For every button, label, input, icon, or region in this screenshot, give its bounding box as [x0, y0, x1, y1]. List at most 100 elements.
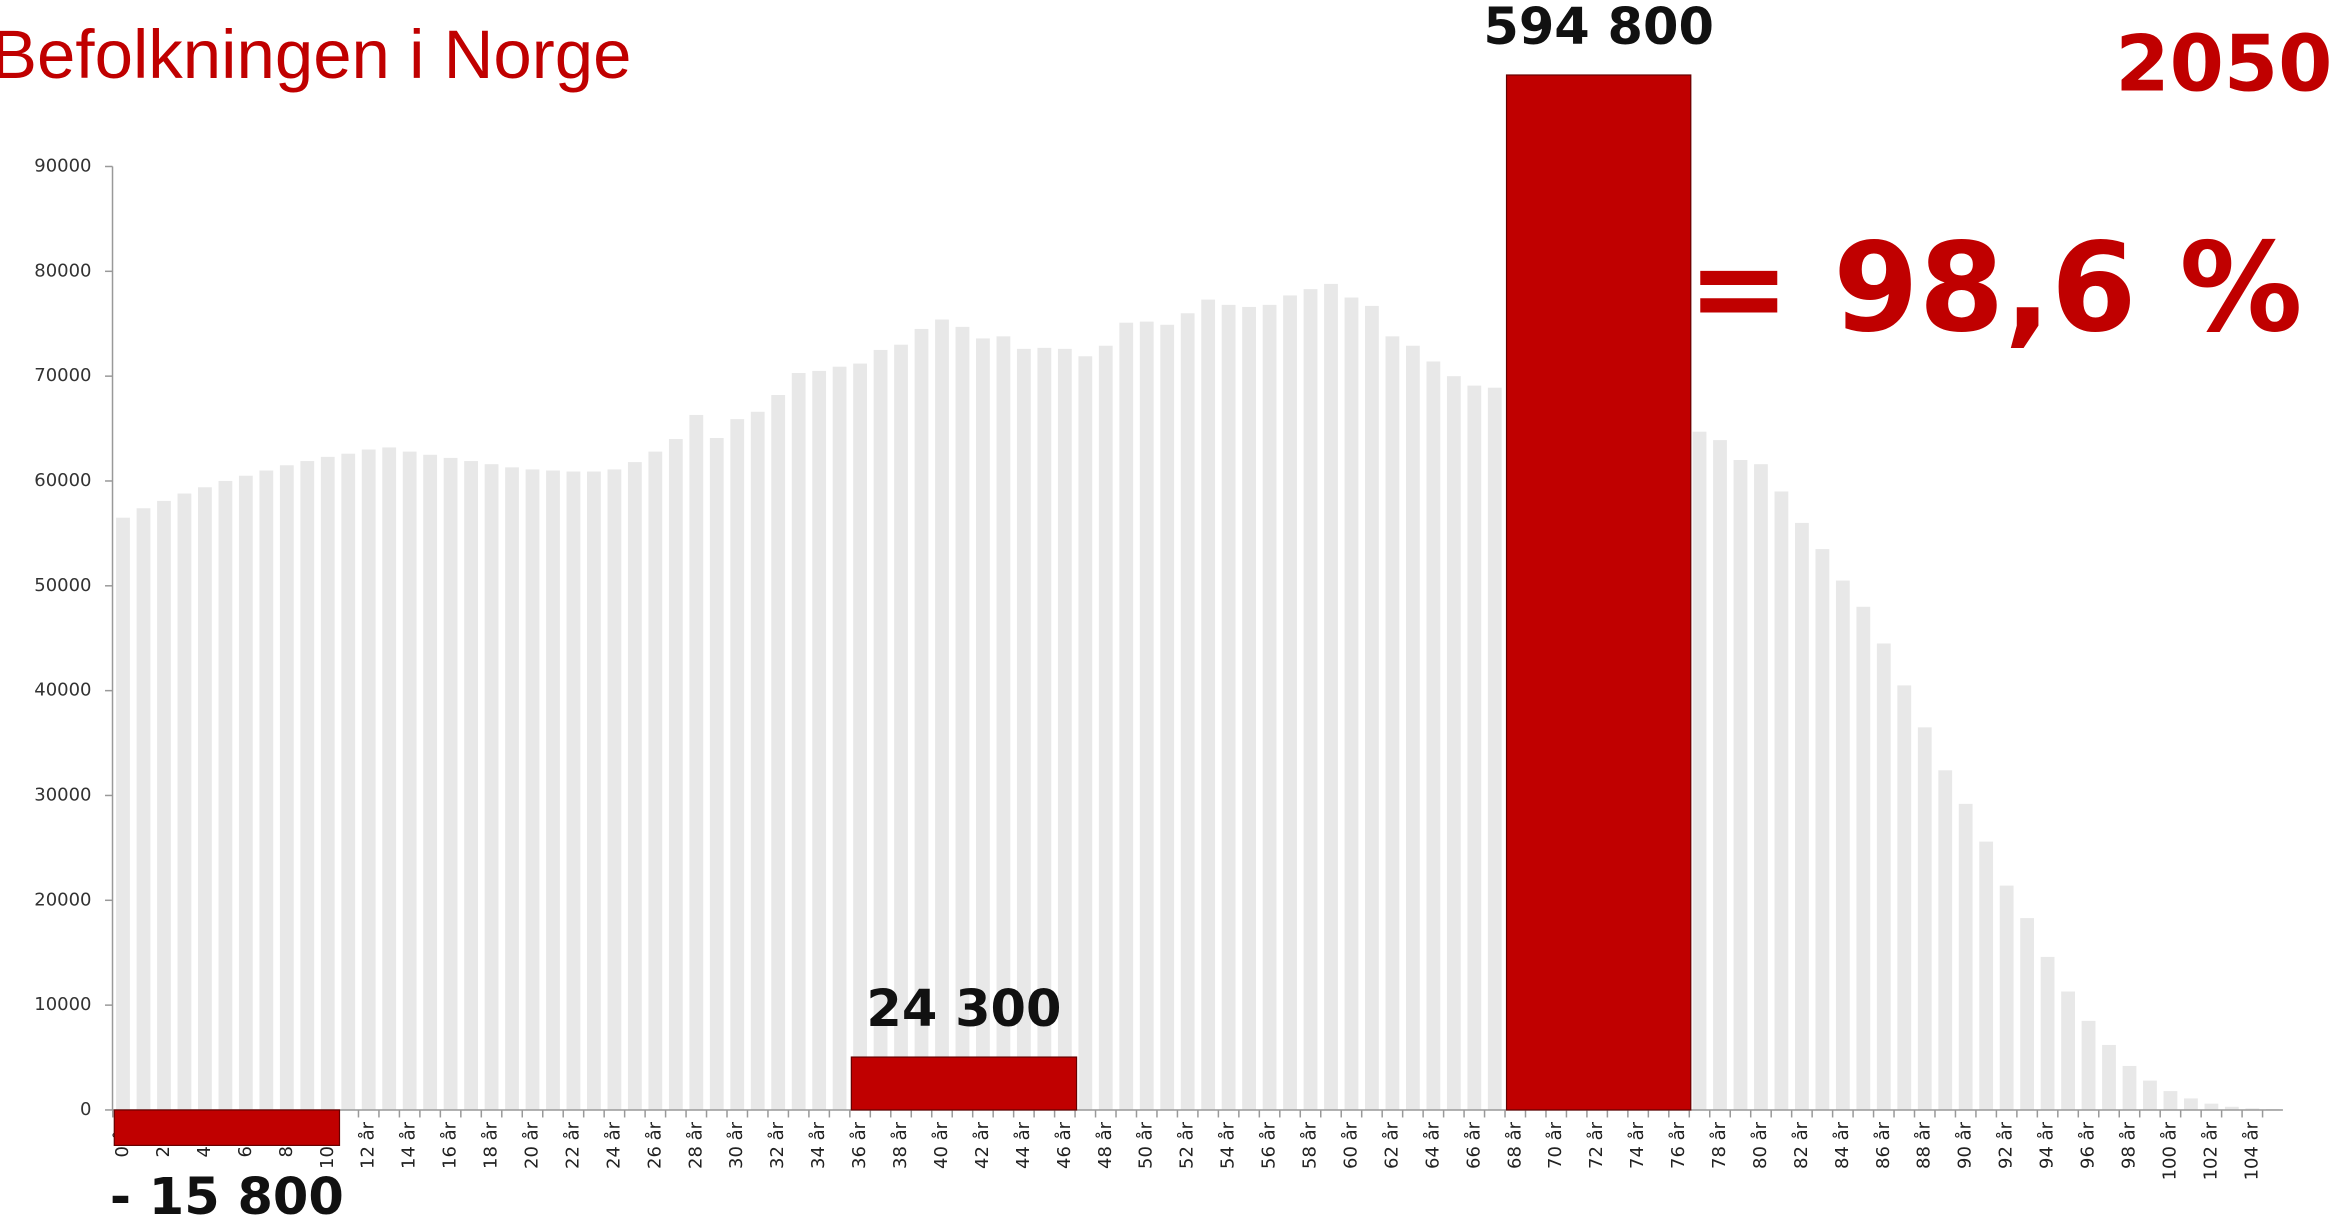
y-tick-label: 40000 — [34, 680, 91, 701]
bar — [1815, 549, 1830, 1110]
bar — [1938, 770, 1953, 1110]
bar — [812, 370, 827, 1110]
x-tick-label: 54 år — [1218, 1121, 1239, 1169]
x-tick-label: 46 år — [1054, 1121, 1075, 1169]
bar — [1303, 289, 1318, 1110]
bar — [1999, 885, 2014, 1110]
bar — [1037, 347, 1052, 1110]
bar — [750, 411, 765, 1110]
bar — [402, 451, 417, 1110]
bar — [996, 336, 1011, 1110]
bar — [1754, 464, 1768, 1110]
bar — [914, 328, 929, 1110]
x-tick-label: 24 år — [603, 1121, 624, 1169]
x-tick-label: 20 år — [522, 1121, 543, 1169]
bar — [1016, 348, 1031, 1110]
bar — [341, 453, 356, 1110]
x-tick-label: 92 år — [1996, 1121, 2017, 1169]
bar — [894, 344, 908, 1110]
bar — [1835, 580, 1850, 1110]
bar — [771, 395, 786, 1110]
bar — [238, 475, 253, 1110]
bar — [607, 469, 622, 1110]
bar — [1078, 356, 1093, 1110]
x-tick-label: 90 år — [1955, 1121, 1976, 1169]
bar — [198, 487, 212, 1110]
x-tick-label: 84 år — [1832, 1121, 1853, 1169]
headline: = 98,6 % — [1687, 218, 2302, 361]
bar — [1160, 324, 1175, 1110]
year-label: 2050 — [2115, 19, 2332, 109]
bar — [1242, 306, 1256, 1110]
x-tick-label: 18 år — [481, 1121, 502, 1169]
highlight-label: 24 300 — [866, 980, 1061, 1039]
bar — [1713, 440, 1727, 1110]
x-tick-label: 12 år — [358, 1121, 379, 1169]
bar — [935, 319, 949, 1110]
bar — [218, 480, 233, 1110]
highlight-bar — [850, 1056, 1078, 1111]
bar — [157, 500, 171, 1110]
x-tick-label: 60 år — [1340, 1121, 1361, 1169]
bar — [136, 508, 151, 1110]
y-tick-label: 0 — [80, 1099, 91, 1120]
bar — [648, 451, 663, 1110]
bar — [443, 457, 458, 1110]
bar — [2163, 1091, 2178, 1110]
highlight-label: - 15 800 — [110, 1168, 344, 1216]
bar — [566, 471, 581, 1110]
bar — [1774, 491, 1789, 1110]
bar — [2143, 1080, 2157, 1110]
x-tick-label: 76 år — [1668, 1121, 1689, 1169]
x-tick-label: 58 år — [1300, 1121, 1321, 1169]
bar — [1856, 606, 1871, 1110]
bar — [1958, 803, 1973, 1110]
x-tick-label: 32 år — [767, 1121, 788, 1169]
bar — [791, 373, 806, 1110]
y-tick-label: 80000 — [34, 260, 91, 281]
x-tick-label: 40 år — [931, 1121, 952, 1169]
bar — [1733, 460, 1748, 1110]
bar — [1426, 361, 1441, 1110]
x-tick-label: 66 år — [1463, 1121, 1484, 1169]
bar — [1283, 295, 1297, 1110]
y-tick-label: 50000 — [34, 575, 91, 596]
bar — [505, 467, 519, 1110]
bar — [1692, 431, 1707, 1110]
bar — [1057, 348, 1072, 1110]
bar — [464, 461, 478, 1110]
y-tick-label: 30000 — [34, 784, 91, 805]
x-tick-label: 96 år — [2078, 1121, 2099, 1169]
bar — [1365, 305, 1379, 1110]
bar — [2020, 918, 2035, 1110]
bar — [1917, 727, 1932, 1110]
x-tick-label: 38 år — [890, 1121, 911, 1169]
bar — [546, 470, 560, 1110]
y-tick-label: 90000 — [34, 155, 91, 176]
bar — [1201, 299, 1216, 1110]
bar — [320, 456, 335, 1110]
bar — [1385, 336, 1400, 1110]
bar — [627, 462, 642, 1110]
bar — [1221, 304, 1236, 1110]
x-tick-label: 16 år — [440, 1121, 461, 1169]
x-tick-label: 28 år — [685, 1121, 706, 1169]
x-tick-label: 22 år — [562, 1121, 583, 1169]
bar — [2122, 1065, 2137, 1110]
bar — [853, 363, 867, 1110]
bar — [300, 461, 315, 1110]
x-tick-label: 94 år — [2037, 1121, 2058, 1169]
bar — [587, 471, 601, 1110]
bar — [1794, 522, 1809, 1110]
bar — [668, 439, 683, 1110]
bar — [423, 454, 438, 1110]
bar — [382, 447, 397, 1110]
x-tick-label: 42 år — [972, 1121, 993, 1169]
x-tick-label: 50 år — [1136, 1121, 1157, 1169]
bar — [2204, 1103, 2219, 1110]
bar — [279, 465, 294, 1110]
bar — [1098, 345, 1113, 1110]
x-tick-label: 78 år — [1709, 1121, 1730, 1169]
bar — [2245, 1108, 2260, 1110]
